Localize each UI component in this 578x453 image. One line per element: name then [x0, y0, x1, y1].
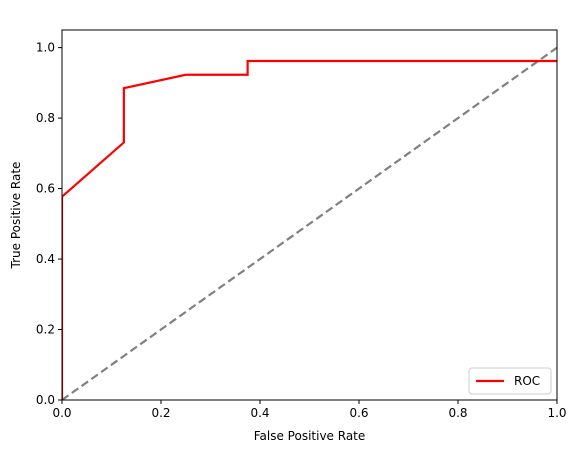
y-tick-label: 0.8	[36, 111, 55, 125]
x-axis-ticks: 0.0 0.2 0.4 0.6 0.8 1.0	[52, 400, 567, 420]
plot-area	[62, 30, 557, 400]
y-axis-ticks: 0.0 0.2 0.4 0.6 0.8 1.0	[36, 41, 62, 407]
x-tick-label: 0.0	[52, 406, 71, 420]
legend-box	[468, 367, 552, 395]
y-tick-label: 0.4	[36, 252, 55, 266]
legend: ROC	[468, 367, 552, 395]
y-tick-label: 1.0	[36, 41, 55, 55]
roc-curve-line	[62, 59, 557, 400]
y-axis-title: True Positive Rate	[9, 162, 23, 270]
x-tick-label: 0.6	[349, 406, 368, 420]
x-tick-label: 0.2	[151, 406, 170, 420]
series-layer	[62, 46, 557, 400]
y-tick-label: 0.6	[36, 182, 55, 196]
plot-frame	[61, 29, 558, 401]
x-tick-label: 1.0	[547, 406, 566, 420]
x-tick-label: 0.4	[250, 406, 269, 420]
y-tick-label: 0.0	[36, 393, 55, 407]
chance-diagonal-line	[62, 46, 557, 400]
legend-roc-label: ROC	[514, 374, 540, 388]
x-tick-label: 0.8	[448, 406, 467, 420]
y-tick-label: 0.2	[36, 323, 55, 337]
x-axis-title: False Positive Rate	[254, 429, 366, 443]
